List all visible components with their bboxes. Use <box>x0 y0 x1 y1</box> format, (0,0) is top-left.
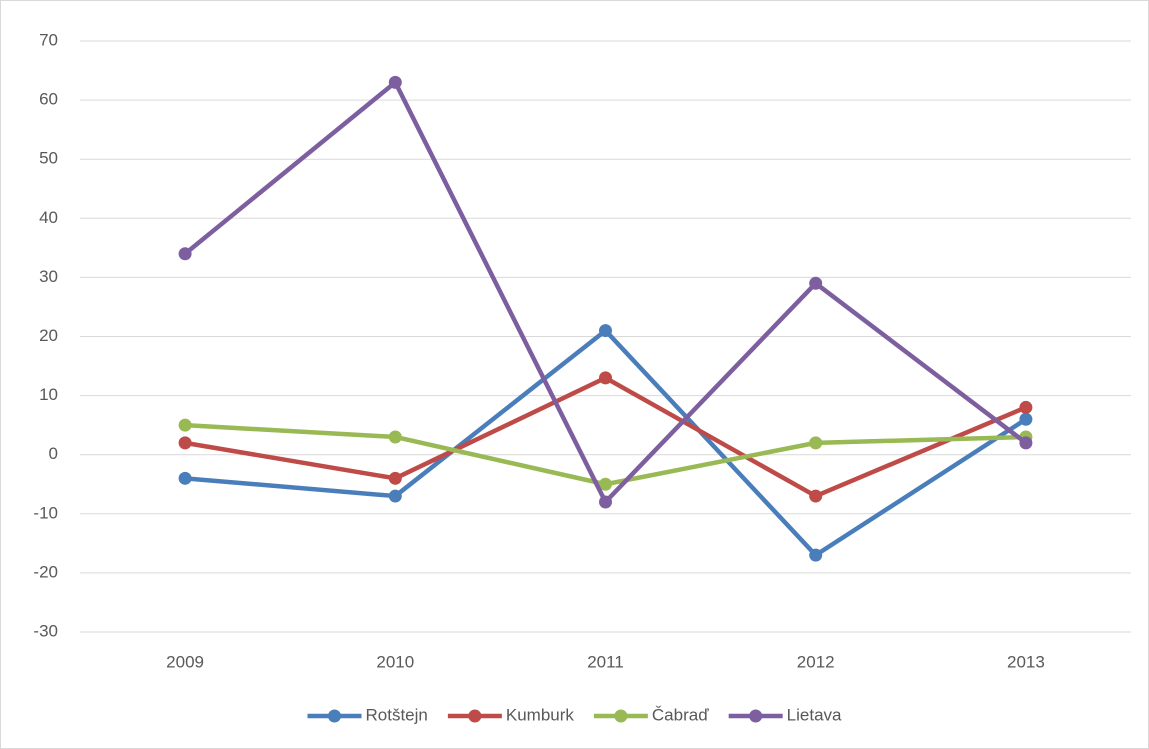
legend-marker <box>328 709 341 723</box>
data-point <box>599 371 612 385</box>
data-point <box>178 418 192 432</box>
data-point <box>1019 400 1033 414</box>
data-point <box>388 471 402 485</box>
y-tick-label: 20 <box>39 326 58 345</box>
y-tick-label: -30 <box>33 621 58 640</box>
y-tick-label: 70 <box>39 30 58 49</box>
legend-label: Rotštejn <box>366 705 428 724</box>
x-tick-label: 2012 <box>797 652 835 671</box>
data-point <box>599 324 612 338</box>
legend: Rotštejn Kumburk Čabraď Lietava <box>307 705 842 724</box>
x-tick-label: 2009 <box>166 652 204 671</box>
data-point <box>809 489 823 503</box>
y-tick-label: 50 <box>39 149 58 168</box>
data-point <box>178 247 192 261</box>
y-tick-label: 40 <box>39 208 58 227</box>
legend-label: Lietava <box>787 705 842 724</box>
data-point <box>1019 436 1033 450</box>
legend-label: Čabraď <box>652 705 709 724</box>
data-point <box>599 477 612 491</box>
data-point <box>1019 412 1033 426</box>
y-tick-label: 30 <box>39 267 58 286</box>
data-point <box>809 436 823 450</box>
legend-marker <box>614 709 628 723</box>
x-tick-label: 2010 <box>376 652 414 671</box>
data-point <box>388 75 402 89</box>
y-tick-label: 10 <box>39 385 58 404</box>
data-point <box>388 430 402 444</box>
legend-marker <box>749 709 763 723</box>
y-tick-label: -10 <box>33 503 58 522</box>
data-point <box>388 489 402 503</box>
y-tick-label: -20 <box>33 562 58 581</box>
x-tick-label: 2013 <box>1007 652 1045 671</box>
data-point <box>809 548 823 562</box>
data-point <box>178 436 192 450</box>
data-point <box>809 276 823 290</box>
legend-marker <box>468 709 482 723</box>
x-tick-label: 2011 <box>587 652 624 671</box>
y-tick-label: 60 <box>39 90 58 109</box>
data-point <box>178 471 192 485</box>
y-tick-label: 0 <box>49 444 58 463</box>
legend-label: Kumburk <box>506 705 575 724</box>
data-point <box>599 495 612 509</box>
